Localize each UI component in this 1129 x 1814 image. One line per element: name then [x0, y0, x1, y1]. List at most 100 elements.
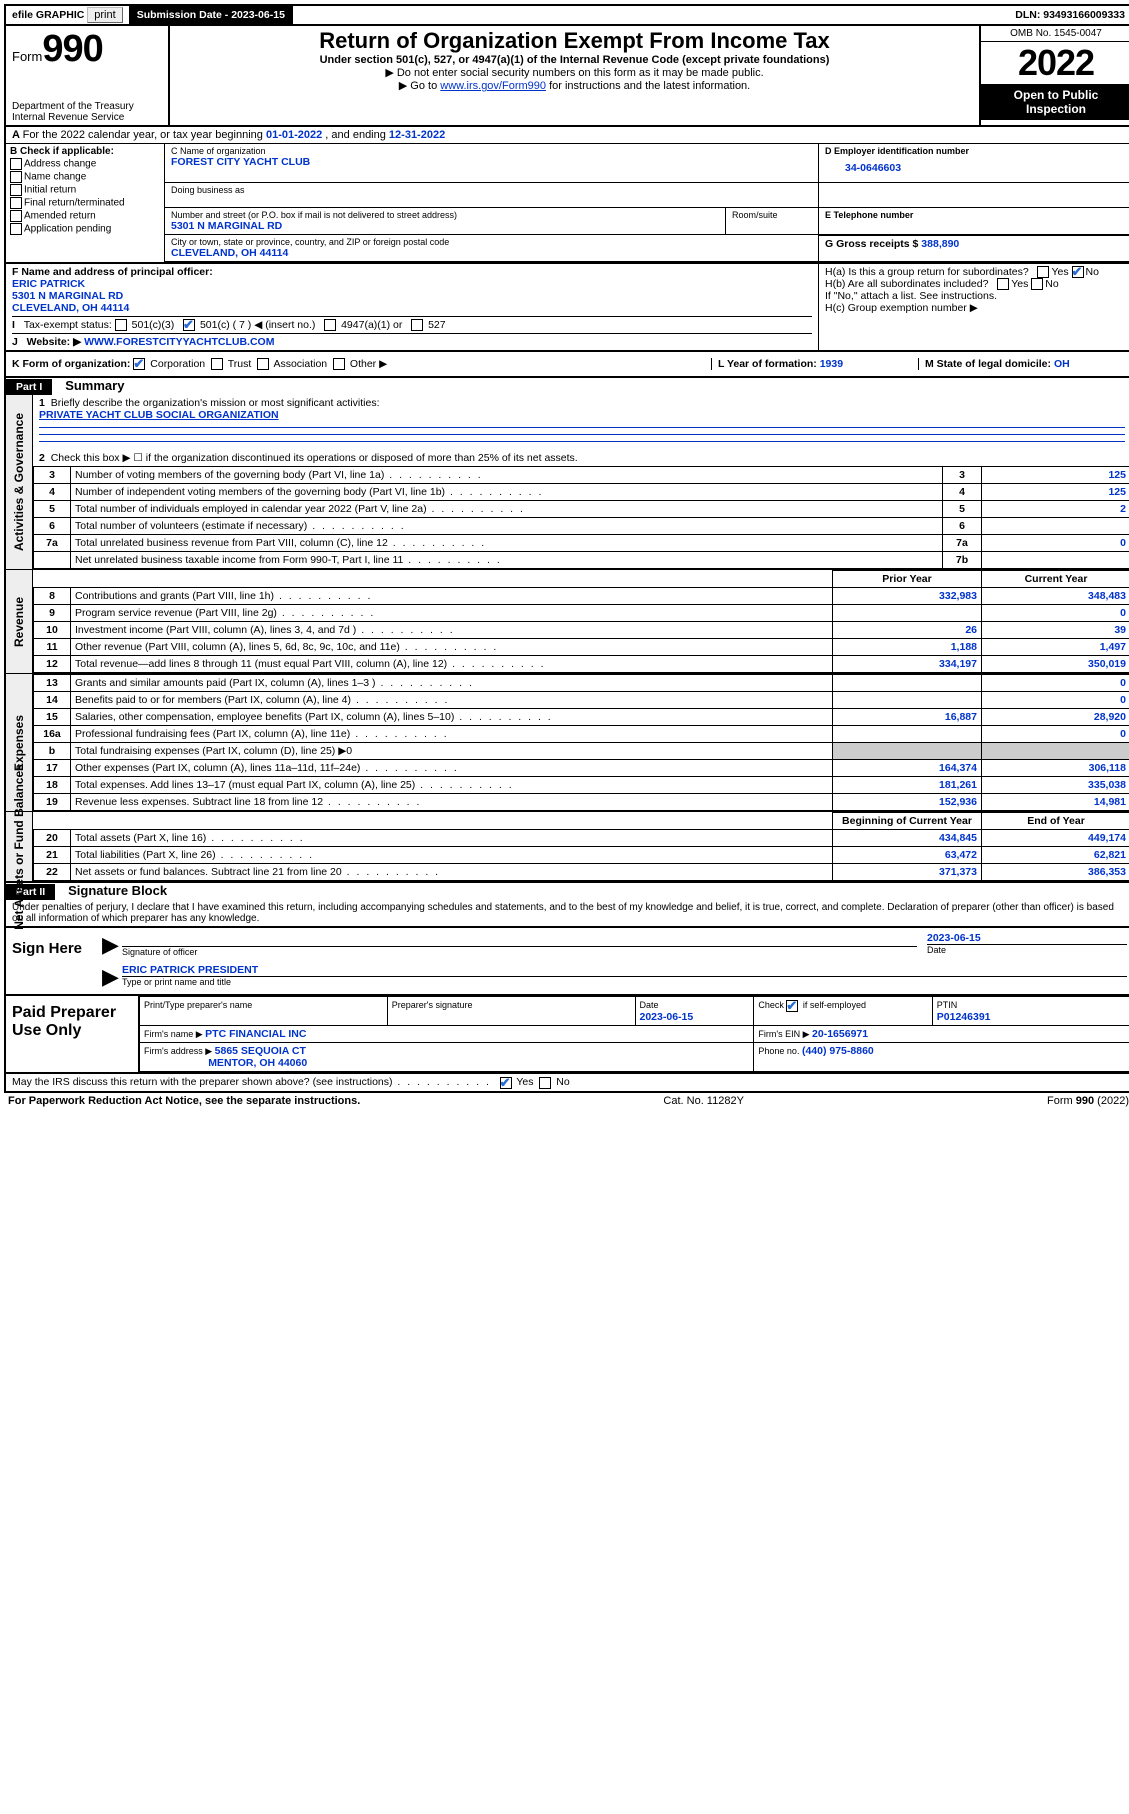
f-h-block: F Name and address of principal officer:…: [4, 264, 1129, 352]
i-label: Tax-exempt status:: [24, 319, 112, 331]
prep-date: 2023-06-15: [640, 1011, 694, 1023]
sign-here-label: Sign Here: [6, 928, 98, 994]
sign-arrow-icon-2: ▶: [102, 964, 122, 990]
side-activities: Activities & Governance: [12, 413, 26, 551]
table-activities: 3Number of voting members of the governi…: [33, 466, 1129, 569]
e-label: E Telephone number: [825, 210, 913, 220]
l1-label: Briefly describe the organization's miss…: [51, 397, 380, 409]
type-name-label: Type or print name and title: [122, 977, 1127, 987]
side-netassets: Net Assets or Fund Balances: [12, 764, 26, 930]
ck-other[interactable]: [333, 358, 345, 370]
efile-label: efile GRAPHIC print: [6, 6, 131, 24]
dln: DLN: 93493166009333: [1009, 6, 1129, 24]
ck-amended[interactable]: Amended return: [10, 210, 160, 222]
firm-name: PTC FINANCIAL INC: [205, 1028, 306, 1040]
l-label: L Year of formation:: [718, 358, 820, 370]
table-revenue: Prior YearCurrent Year8Contributions and…: [33, 570, 1129, 673]
room-label: Room/suite: [732, 210, 812, 220]
side-revenue: Revenue: [12, 597, 26, 647]
cat-no: Cat. No. 11282Y: [663, 1095, 744, 1107]
ha-yes[interactable]: [1037, 266, 1049, 278]
sig-officer-label: Signature of officer: [122, 947, 917, 957]
ck-pending[interactable]: Application pending: [10, 223, 160, 235]
ck-501c[interactable]: [183, 319, 195, 331]
klm-block: K Form of organization: Corporation Trus…: [4, 352, 1129, 378]
j-label: Website: ▶: [27, 336, 84, 348]
hb-note: If "No," attach a list. See instructions…: [825, 290, 1125, 302]
firm-name-label: Firm's name ▶: [144, 1029, 205, 1039]
sign-arrow-icon: ▶: [102, 932, 122, 958]
ck-527[interactable]: [411, 319, 423, 331]
row-a: A For the 2022 calendar year, or tax yea…: [4, 127, 1129, 144]
gross-receipts: 388,890: [921, 238, 959, 250]
org-name: FOREST CITY YACHT CLUB: [171, 156, 812, 168]
city-label: City or town, state or province, country…: [171, 237, 812, 247]
print-button[interactable]: print: [87, 7, 122, 23]
mission: PRIVATE YACHT CLUB SOCIAL ORGANIZATION: [39, 409, 279, 421]
phone: (440) 975-8860: [802, 1045, 874, 1057]
hc-label: H(c) Group exemption number ▶: [825, 302, 1125, 314]
k-label: K Form of organization:: [12, 358, 130, 370]
g-label: G Gross receipts $: [825, 238, 921, 250]
d-label: D Employer identification number: [825, 146, 969, 156]
activities-section: Activities & Governance 1 Briefly descri…: [4, 395, 1129, 570]
paid-preparer-block: Paid Preparer Use Only Print/Type prepar…: [4, 996, 1129, 1074]
prep-name-label: Print/Type preparer's name: [144, 1000, 252, 1010]
submission-date: Submission Date - 2023-06-15: [131, 6, 293, 24]
ck-initial[interactable]: Initial return: [10, 184, 160, 196]
prep-sig-label: Preparer's signature: [392, 1000, 473, 1010]
part2-header: Part II Signature Block: [4, 883, 1129, 900]
sign-here-block: Sign Here ▶ Signature of officer 2023-06…: [4, 927, 1129, 996]
pra-notice: For Paperwork Reduction Act Notice, see …: [8, 1095, 360, 1107]
hb-yes[interactable]: [997, 278, 1009, 290]
discuss-no[interactable]: [539, 1077, 551, 1089]
expenses-section: Expenses 13Grants and similar amounts pa…: [4, 674, 1129, 812]
note-link: ▶ Go to www.irs.gov/Form990 for instruct…: [176, 79, 973, 92]
ck-final[interactable]: Final return/terminated: [10, 197, 160, 209]
phone-label: Phone no.: [758, 1046, 802, 1056]
c-name-label: C Name of organization: [171, 146, 812, 156]
dept-treasury: Department of the Treasury: [12, 101, 162, 112]
part1-header: Part I Summary: [4, 378, 1129, 395]
note-ssn: ▶ Do not enter social security numbers o…: [176, 66, 973, 79]
irs-link[interactable]: www.irs.gov/Form990: [440, 80, 546, 92]
firm-ein: 20-1656971: [812, 1028, 868, 1040]
form-number: Form990: [12, 28, 162, 71]
officer-addr1: 5301 N MARGINAL RD: [12, 290, 812, 302]
side-expenses: Expenses: [12, 715, 26, 771]
ck-address[interactable]: Address change: [10, 158, 160, 170]
ha-label: H(a) Is this a group return for subordin…: [825, 266, 1125, 278]
page-footer: For Paperwork Reduction Act Notice, see …: [4, 1093, 1129, 1109]
form-title: Return of Organization Exempt From Incom…: [176, 28, 973, 54]
dept-irs: Internal Revenue Service: [12, 112, 162, 123]
ptin: P01246391: [937, 1011, 991, 1023]
check-self: Check if self-employed: [758, 1000, 866, 1010]
website: WWW.FORESTCITYYACHTCLUB.COM: [84, 336, 274, 348]
prep-date-label: Date: [640, 1000, 659, 1010]
omb-no: OMB No. 1545-0047: [981, 26, 1129, 42]
table-netassets: Beginning of Current YearEnd of Year20To…: [33, 812, 1129, 881]
paid-label: Paid Preparer Use Only: [6, 996, 139, 1072]
ck-assoc[interactable]: [257, 358, 269, 370]
ck-4947[interactable]: [324, 319, 336, 331]
org-city: CLEVELAND, OH 44114: [171, 247, 812, 259]
perjury: Under penalties of perjury, I declare th…: [4, 900, 1129, 927]
ck-name[interactable]: Name change: [10, 171, 160, 183]
netassets-section: Net Assets or Fund Balances Beginning of…: [4, 812, 1129, 883]
ck-trust[interactable]: [211, 358, 223, 370]
officer-sig-name: ERIC PATRICK PRESIDENT: [122, 964, 1127, 977]
l2-text: Check this box ▶ ☐ if the organization d…: [51, 452, 578, 464]
table-expenses: 13Grants and similar amounts paid (Part …: [33, 674, 1129, 811]
hb-no[interactable]: [1031, 278, 1043, 290]
m-label: M State of legal domicile:: [925, 358, 1054, 370]
ck-corp[interactable]: [133, 358, 145, 370]
sig-date-label: Date: [927, 944, 1127, 955]
open-public: Open to Public Inspection: [981, 84, 1129, 120]
org-street: 5301 N MARGINAL RD: [171, 220, 719, 232]
ha-no[interactable]: [1072, 266, 1084, 278]
form-footer: Form 990 (2022): [1047, 1095, 1129, 1107]
discuss-yes[interactable]: [500, 1077, 512, 1089]
ck-501c3[interactable]: [115, 319, 127, 331]
firm-ein-label: Firm's EIN ▶: [758, 1029, 812, 1039]
tax-year: 2022: [981, 42, 1129, 84]
